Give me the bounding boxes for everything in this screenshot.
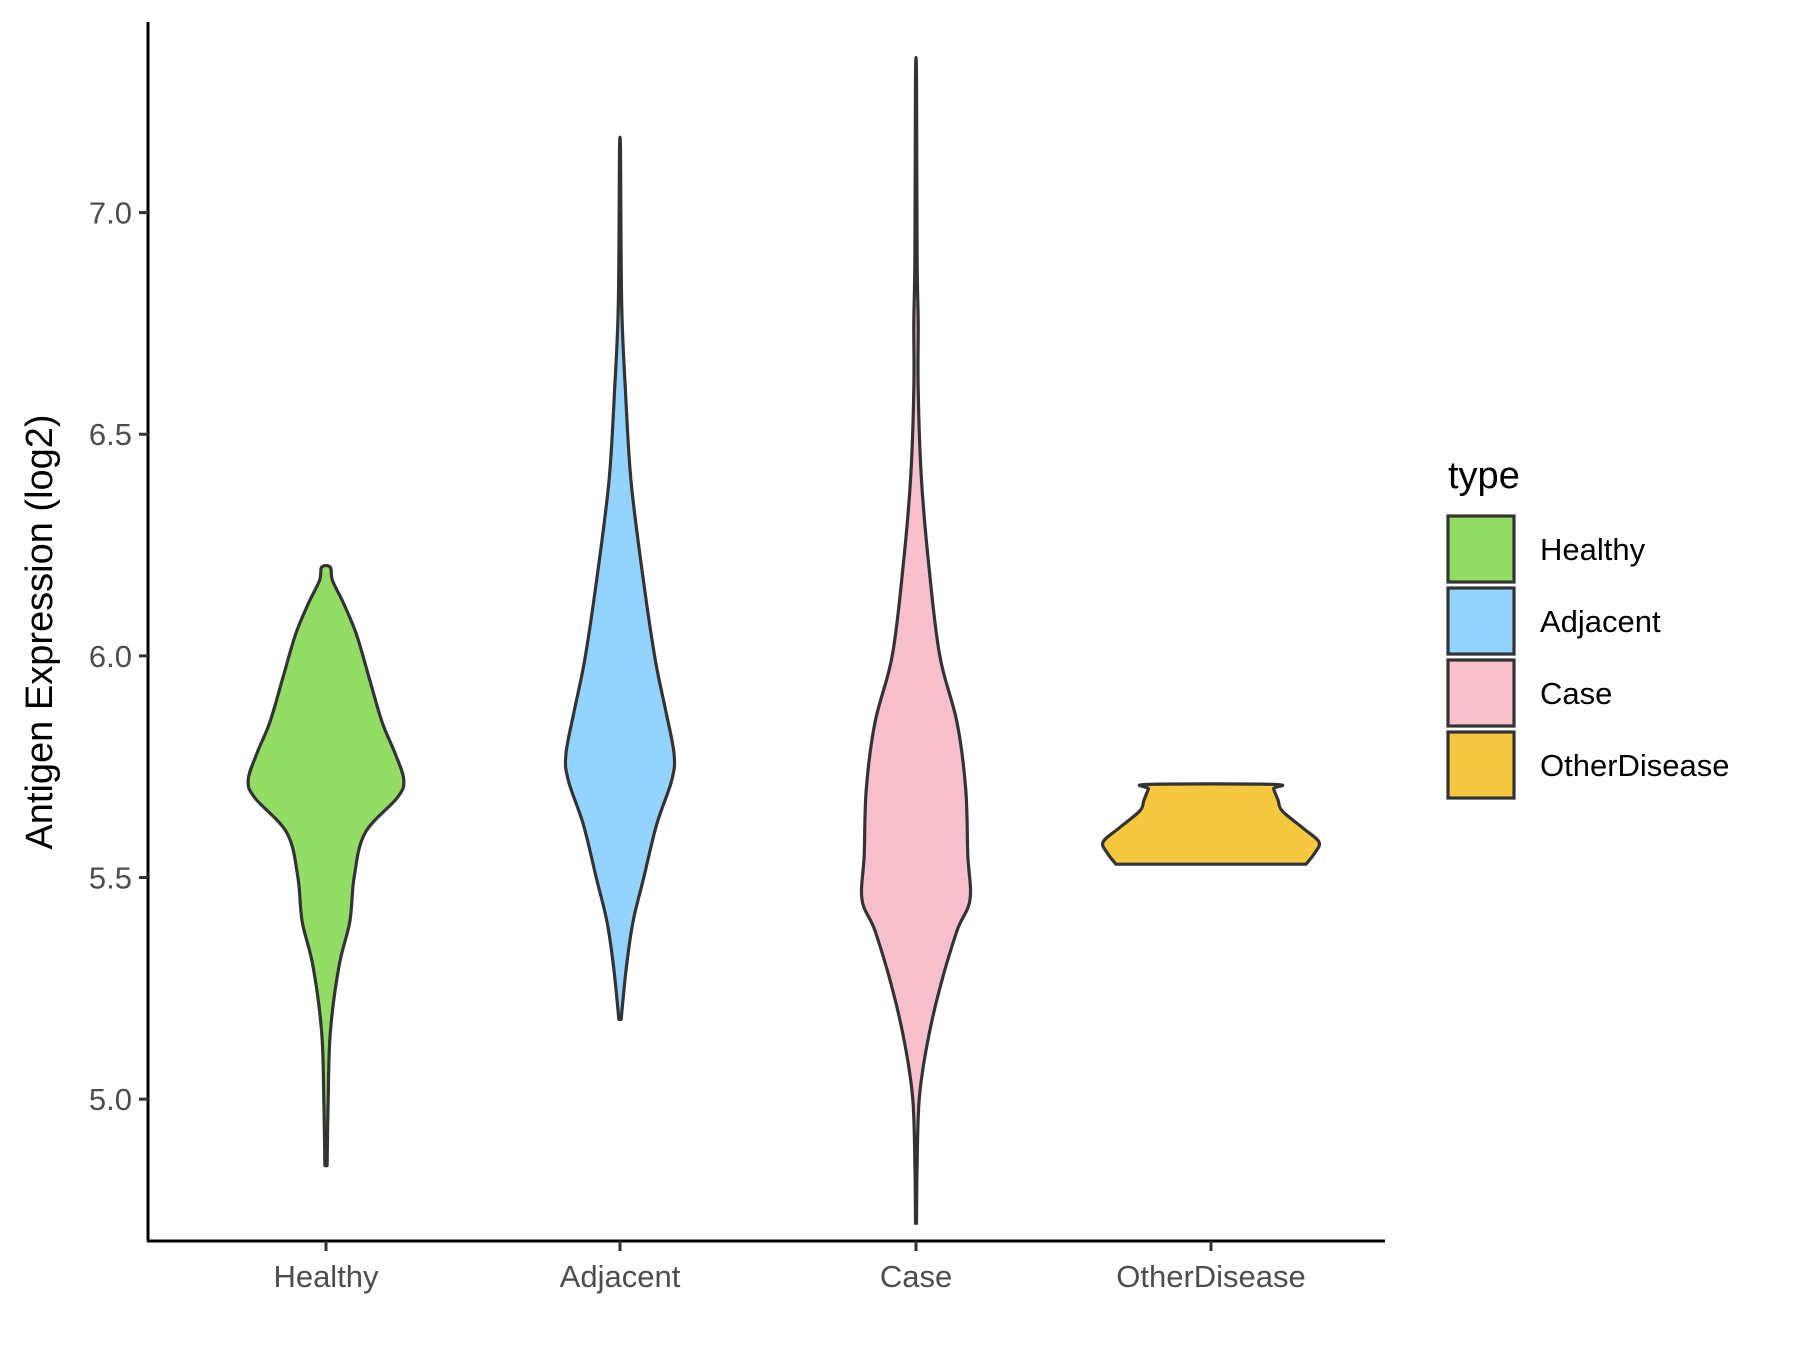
legend: type Healthy Adjacent Case OtherDisease <box>1446 455 1730 800</box>
y-axis: 5.0 5.5 6.0 6.5 7.0 <box>89 22 150 1241</box>
legend-key-adjacent <box>1446 586 1516 656</box>
x-tick-label: OtherDisease <box>1116 1259 1306 1294</box>
legend-title: type <box>1448 455 1520 497</box>
x-tick-label: Case <box>880 1259 952 1294</box>
legend-label: Healthy <box>1540 532 1646 567</box>
violin-case <box>859 55 973 1225</box>
y-axis-title: Antigen Expression (log2) <box>19 414 61 849</box>
y-tick-label: 5.0 <box>89 1082 132 1117</box>
violin-healthy <box>246 563 406 1168</box>
legend-label: OtherDisease <box>1540 748 1730 783</box>
legend-label: Case <box>1540 676 1612 711</box>
x-tick-label: Healthy <box>273 1259 379 1294</box>
x-tick-label: Adjacent <box>560 1259 681 1294</box>
legend-label: Adjacent <box>1540 604 1661 639</box>
violin-layer <box>246 55 1322 1225</box>
y-tick-label: 6.0 <box>89 639 132 674</box>
legend-key-case <box>1446 658 1516 728</box>
legend-key-otherdisease <box>1446 730 1516 800</box>
y-tick-label: 5.5 <box>89 861 132 896</box>
legend-key-healthy <box>1446 514 1516 584</box>
violin-adjacent <box>563 135 677 1021</box>
violin-otherdisease <box>1100 782 1322 866</box>
y-tick-label: 7.0 <box>89 196 132 231</box>
y-tick-label: 6.5 <box>89 417 132 452</box>
x-axis: Healthy Adjacent Case OtherDisease <box>147 1239 1385 1294</box>
